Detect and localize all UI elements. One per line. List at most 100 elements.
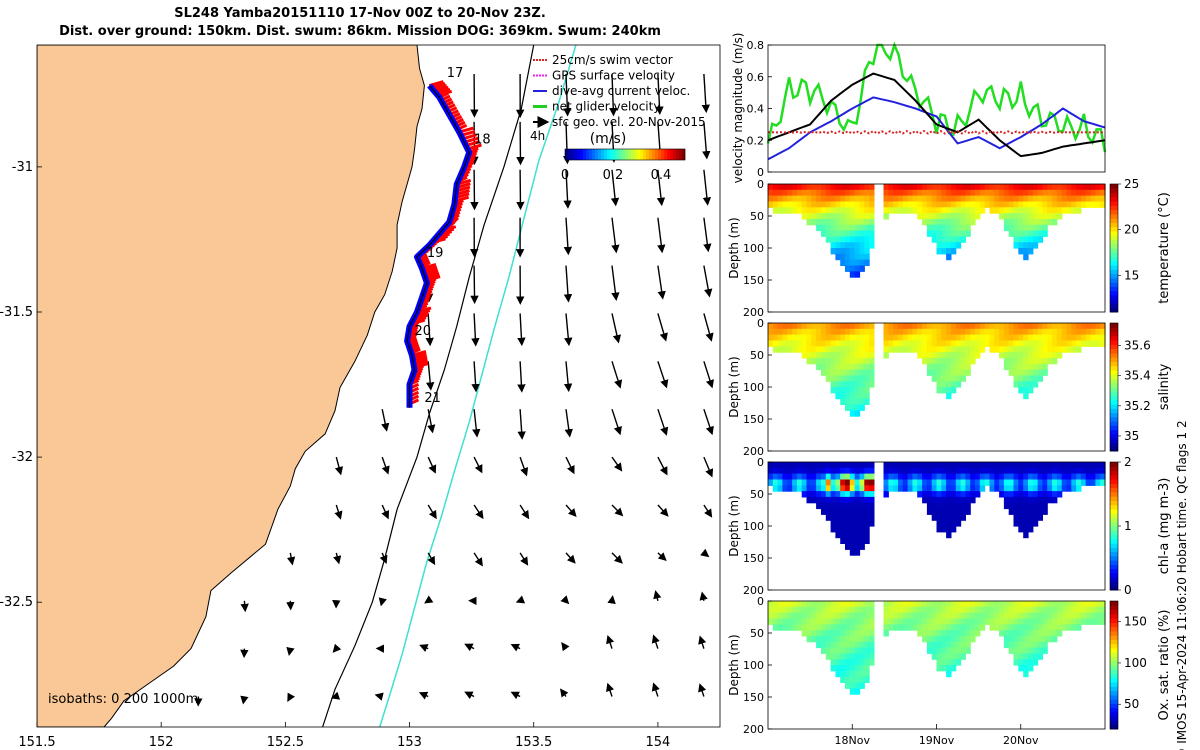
section-cell <box>1090 601 1096 608</box>
section-cell <box>941 641 947 649</box>
section-cell <box>922 323 928 330</box>
section-cell <box>1003 479 1010 486</box>
chart-subtitle: Dist. over ground: 150km. Dist. swum: 86… <box>59 24 661 39</box>
section-cell <box>768 473 774 480</box>
colorbar-cell <box>1110 442 1118 448</box>
section-cell <box>970 485 976 492</box>
colorbar-cell <box>1110 479 1118 484</box>
section-cell <box>859 398 865 405</box>
section-cell <box>869 601 875 608</box>
section-cell <box>1076 479 1082 486</box>
map-x-tick-label: 153.5 <box>515 735 552 750</box>
section-cell <box>1032 334 1039 341</box>
section-cell <box>821 502 827 510</box>
section-cell <box>984 479 990 486</box>
section-cell <box>1095 201 1101 208</box>
section-cell <box>999 328 1005 336</box>
section-cell <box>1013 473 1019 480</box>
section-cell <box>926 230 933 237</box>
colorbar-cell <box>1110 282 1118 287</box>
section-cell <box>960 357 966 365</box>
section-cell <box>825 496 832 504</box>
section-cell <box>1037 508 1043 515</box>
section-cell <box>821 346 827 353</box>
section-cell <box>941 479 947 486</box>
section-cell <box>1013 230 1019 237</box>
section-cell <box>859 618 865 625</box>
colorbar-cell <box>1110 474 1118 480</box>
section-cell <box>926 352 933 359</box>
section-cell <box>811 479 817 486</box>
section-cell <box>893 340 899 347</box>
section-cell <box>821 606 827 614</box>
section-cell <box>859 473 865 480</box>
section-cell <box>1013 381 1019 388</box>
colorbar-cell <box>1110 618 1118 623</box>
section-cell <box>1047 606 1053 614</box>
section-cell <box>864 670 870 678</box>
section-cell <box>1061 328 1068 336</box>
section-cell <box>830 491 836 498</box>
section-cell <box>1056 601 1063 608</box>
section-cell <box>922 467 928 475</box>
section-cell <box>946 213 952 220</box>
colorbar-cell <box>1110 720 1118 726</box>
section-cell <box>849 230 856 237</box>
section-cell <box>1003 618 1010 625</box>
section-cell <box>840 375 846 382</box>
section-cell <box>950 462 957 469</box>
section-cell <box>926 363 933 371</box>
section-cell <box>902 189 909 197</box>
section-cell <box>941 375 947 382</box>
section-cell <box>1032 218 1039 226</box>
section-cell <box>840 392 846 400</box>
section-cell <box>845 346 851 353</box>
section-cell <box>1013 340 1019 347</box>
section-cell <box>1023 665 1029 672</box>
velocity-arrow <box>657 265 666 300</box>
section-cell <box>965 624 971 631</box>
section-cell <box>845 502 851 510</box>
section-cell <box>950 340 957 347</box>
section-cell <box>864 618 870 625</box>
colorbar-cell <box>628 149 632 160</box>
colorbar-cell <box>577 149 581 160</box>
section-cell <box>830 207 836 214</box>
section-cell <box>1037 612 1043 619</box>
section-cell <box>907 624 913 631</box>
section-cell <box>946 670 952 678</box>
section-cell <box>869 218 875 226</box>
section-cell <box>898 606 904 614</box>
section-cell <box>1018 387 1024 394</box>
section-cell <box>801 462 808 469</box>
section-cell <box>1071 189 1077 197</box>
section-cell <box>941 369 947 376</box>
section-cell <box>849 392 856 400</box>
section-cell <box>965 647 971 654</box>
section-cell <box>1085 601 1092 608</box>
section-cell <box>1052 334 1058 341</box>
colorbar-cell <box>1110 235 1118 240</box>
section-cell <box>792 346 798 353</box>
colorbar-cell <box>1110 626 1118 632</box>
section-cell <box>1066 195 1072 202</box>
velocity-arrow <box>427 409 436 434</box>
section-cell <box>955 653 962 660</box>
section-cell <box>946 485 952 492</box>
section-cell <box>950 242 957 249</box>
section-cell <box>854 184 861 191</box>
section-cell <box>830 230 836 237</box>
section-cell <box>835 520 841 527</box>
velocity-arrow <box>702 169 712 206</box>
section-cell <box>989 618 995 625</box>
section-cell <box>835 531 841 539</box>
section-cell <box>840 398 846 405</box>
section-cell <box>849 641 856 649</box>
section-cell <box>1037 369 1043 376</box>
section-cell <box>950 473 957 480</box>
section-cell <box>840 618 846 625</box>
section-cell <box>1023 189 1029 197</box>
section-cell <box>1042 224 1048 232</box>
section-cell <box>965 618 971 625</box>
velocity-arrow <box>656 169 666 207</box>
